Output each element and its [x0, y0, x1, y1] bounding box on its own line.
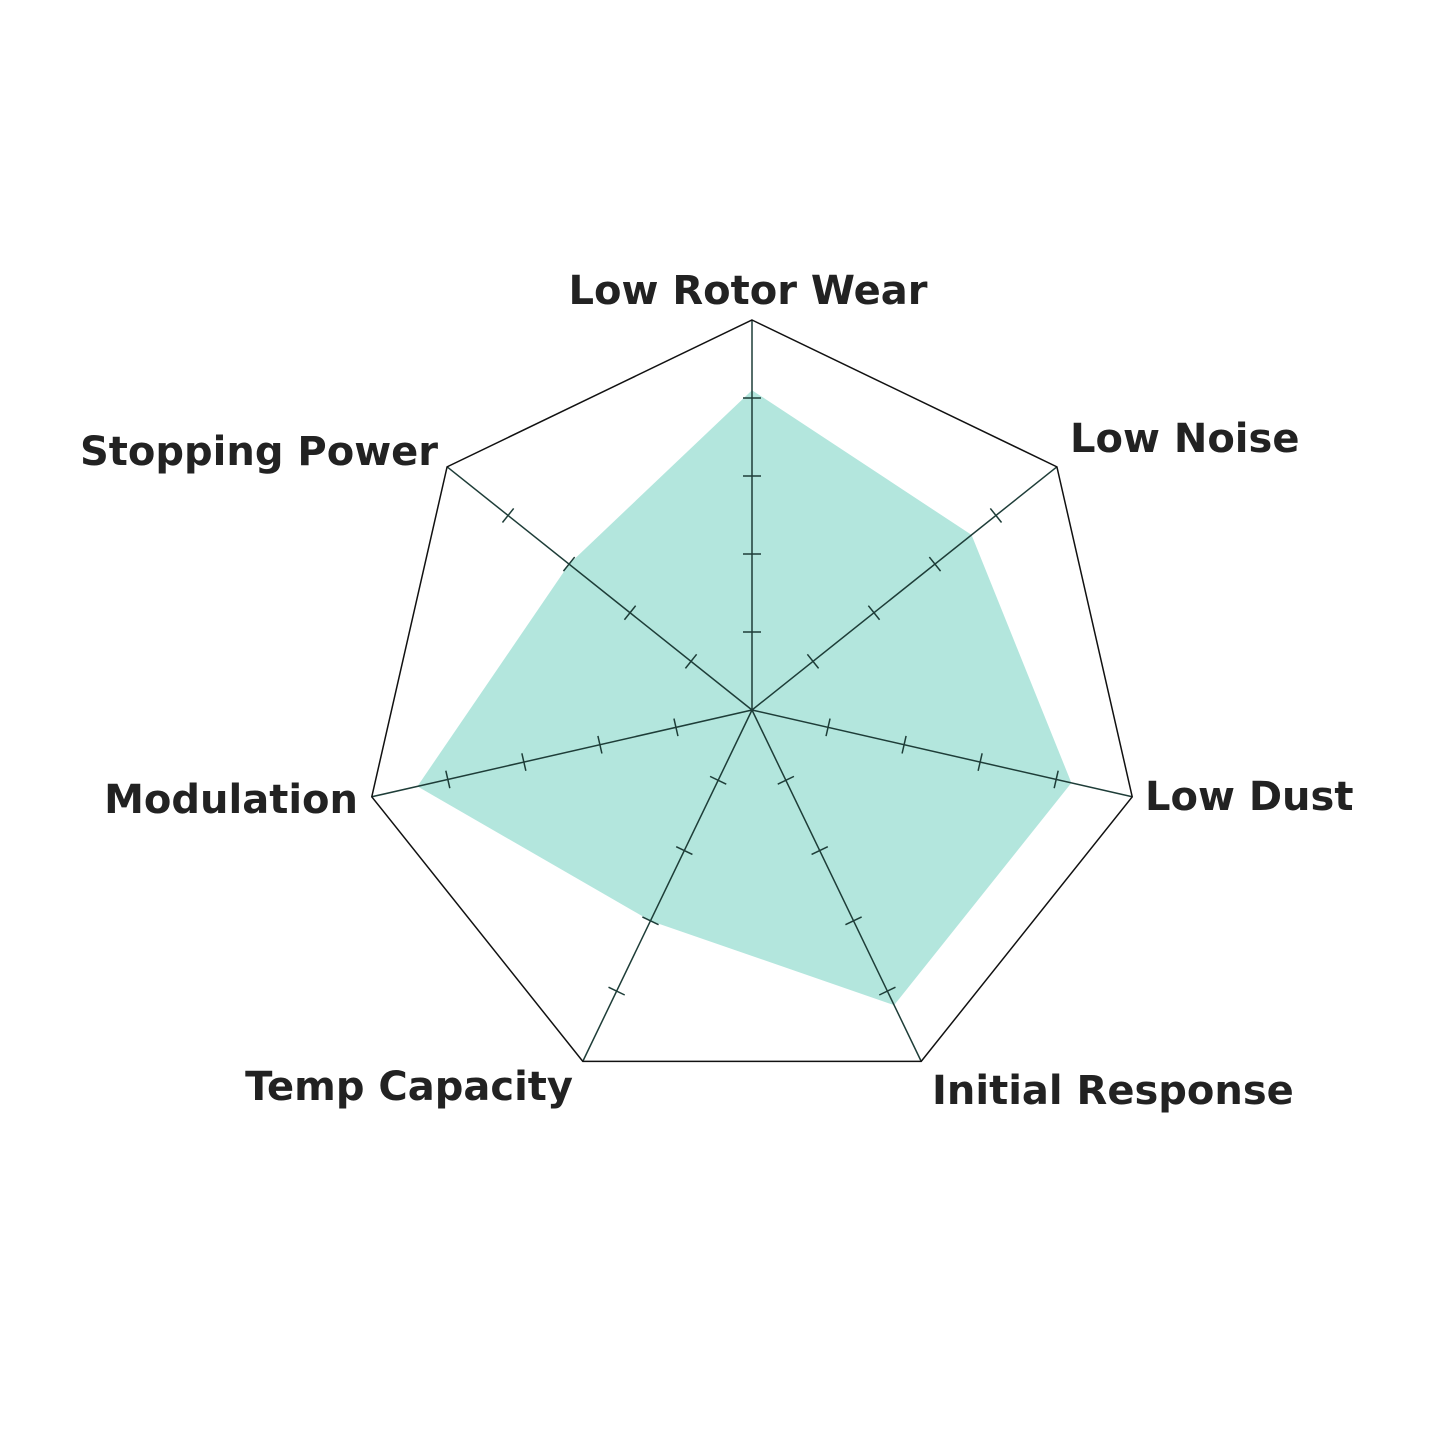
axis-tick [901, 735, 907, 754]
axis-tick [562, 556, 576, 572]
axis-tick [977, 753, 983, 772]
axis-label-stopping-power: Stopping Power [80, 429, 438, 475]
axis-line [582, 709, 753, 1062]
axis-tick [623, 605, 637, 621]
axis-line [751, 466, 1058, 711]
axis-tick [501, 507, 515, 523]
axis-label-low-rotor-wear: Low Rotor Wear [569, 268, 928, 314]
axis-line [751, 709, 922, 1062]
axis-labels: Low Rotor Wear Low Noise Low Dust Initia… [80, 268, 1354, 1114]
axis-tick [597, 735, 603, 754]
axis-tick [928, 556, 942, 572]
axis-tick [806, 653, 820, 669]
axis-tick [777, 775, 795, 785]
axis-tick [1053, 770, 1059, 789]
axis-label-low-noise: Low Noise [1070, 416, 1299, 462]
axis-label-low-dust: Low Dust [1145, 774, 1353, 820]
axis-line [446, 466, 753, 711]
axis-lines [371, 320, 1133, 1062]
axis-tick [878, 986, 896, 996]
axis-tick [642, 916, 659, 926]
axis-tick [709, 775, 727, 785]
axis-label-temp-capacity: Temp Capacity [245, 1064, 573, 1110]
axis-label-initial-response: Initial Response [932, 1068, 1294, 1114]
axis-tick [811, 845, 829, 856]
outer-polygon [370, 319, 1134, 1063]
axis-label-modulation: Modulation [104, 777, 358, 823]
axis-tick [989, 507, 1003, 523]
axis-tick [675, 845, 693, 856]
series-area [417, 390, 1072, 1006]
axis-line [751, 709, 1133, 798]
axis-tick [673, 718, 679, 737]
axis-tick [867, 605, 881, 621]
axis-tick [521, 753, 527, 772]
axis-line [371, 709, 753, 798]
axis-tick [825, 718, 831, 737]
axis-tick [608, 986, 626, 996]
axis-tick [684, 653, 698, 669]
axis-tick [845, 916, 862, 926]
axis-tick [445, 770, 451, 789]
